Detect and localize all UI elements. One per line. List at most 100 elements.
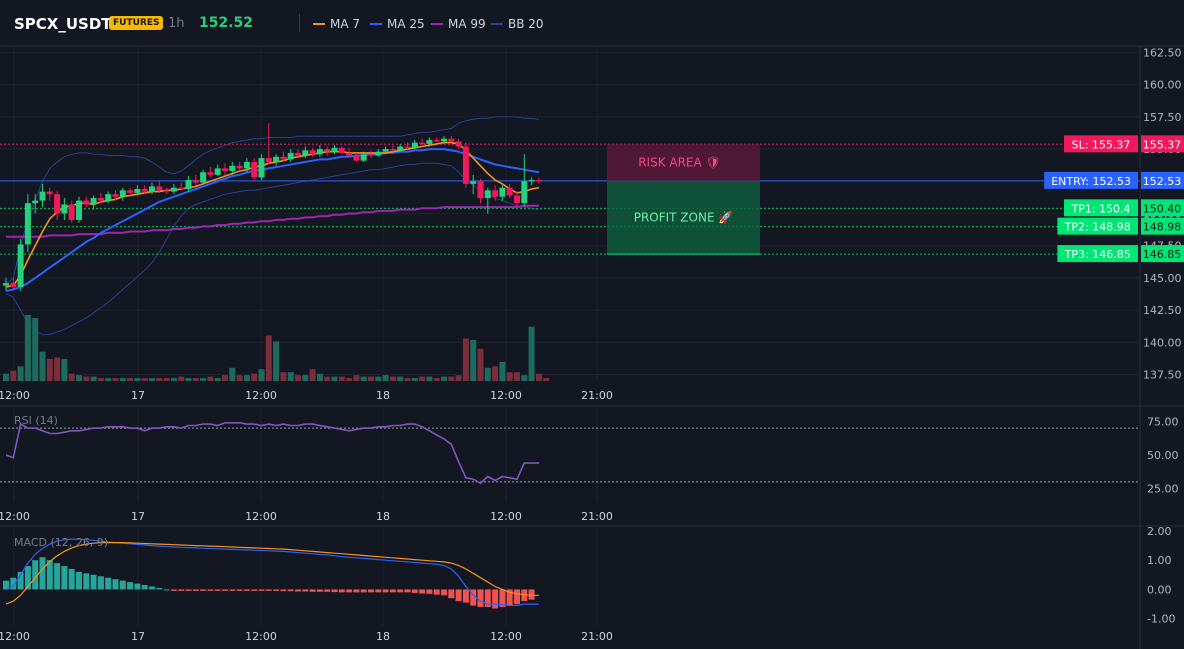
bb-upper-line [5,116,539,285]
macd-hist-bar [455,589,462,602]
volume-bar [302,375,309,381]
volume-bar [170,378,177,381]
profit-zone-box [607,180,760,255]
candle-body [222,168,228,171]
volume-bar [229,367,236,381]
volume-bar [192,378,199,381]
volume-bar [46,359,53,381]
macd-hist-bar [331,589,338,593]
macd-hist-bar [448,589,455,599]
ma25-swatch [370,23,382,25]
candle-body [112,194,119,197]
volume-bar [207,376,214,381]
x-tick-price: 12:00 [0,389,30,402]
candle-body [214,168,221,175]
volume-bar [360,376,367,381]
macd-hist-bar [200,589,207,591]
candle-body [170,187,177,192]
symbol-name[interactable]: SPCX_USDT [14,15,112,33]
macd-hist-bar [309,589,316,592]
volume-bar [499,361,506,381]
candle-body [192,180,199,183]
ma99-swatch [431,23,443,25]
volume-bar [112,378,119,381]
candle-body [397,146,404,151]
volume-bar [149,378,155,381]
volume-bar [514,372,520,381]
macd-hist-bar [419,589,426,594]
volume-bar [178,376,185,381]
legend-ma7[interactable]: MA 7 [313,17,360,31]
candle-body [17,244,24,287]
legend-ma99[interactable]: MA 99 [431,17,486,31]
candle-body [521,181,528,204]
rsi-line [5,421,539,485]
volume-bar [492,366,499,381]
volume-bar [10,370,17,381]
volume-bar [24,315,31,381]
ma25-line [5,148,540,292]
price-tick: 160.00 [1143,79,1182,92]
volume-bar [54,357,61,381]
macd-hist-bar [492,589,499,609]
tp1-label [1064,199,1138,217]
price-tick: 145.00 [1143,272,1182,285]
volume-bar [39,351,46,381]
risk-area-label: RISK AREA 🛡 [638,156,721,170]
futures-badge: FUTURES [109,16,164,30]
x-tick-macd: 21:00 [581,630,613,643]
candle-body [105,194,112,201]
candle-body [273,156,280,162]
macd-hist-bar [76,571,82,590]
volume-bar [470,339,477,381]
candle-body [338,147,345,153]
x-tick-rsi: 18 [376,510,390,523]
legend-bb20[interactable]: BB 20 [491,17,544,31]
macd-hist-bar [295,589,301,592]
candle-body [236,165,243,169]
volume-bar [17,366,24,381]
macd-hist-bar [324,589,331,592]
macd-hist-bar [316,589,323,592]
bb20-swatch [491,23,503,25]
candle-body [470,181,477,184]
tp1-label-text: TP1: 150.4 [1070,202,1130,215]
volume-bar [134,378,141,381]
volume-bar [535,373,542,381]
volume-bar [331,376,338,381]
sl-label [1064,135,1138,153]
volume-bar [295,375,301,381]
candle-body [156,186,163,191]
tp1-value [1141,199,1184,217]
ma7-line [5,141,540,288]
candle-body [163,190,170,192]
volume-bar [273,341,280,381]
legend-label: BB 20 [508,17,544,31]
macd-hist-bar [156,587,163,590]
timeframe-label[interactable]: 1h [168,16,185,31]
legend-ma25[interactable]: MA 25 [370,17,425,31]
x-tick-price: 17 [131,389,145,402]
macd-hist-bar [229,589,236,591]
tp2-label [1057,217,1138,235]
volume-bar [382,375,389,381]
price-tick: 137.50 [1143,369,1182,382]
macd-hist-bar [287,589,294,592]
sl-value [1141,135,1184,153]
macd-hist-bar [68,568,75,590]
candle-body [61,204,68,214]
candle-body [419,142,426,144]
macd-hist-bar [141,585,148,590]
macd-hist-bar [346,589,353,593]
volume-bar [236,375,243,381]
volume-bar [287,372,294,381]
x-tick-rsi: 17 [131,510,145,523]
volume-bar [455,375,462,381]
macd-hist-bar [433,589,440,595]
x-tick-rsi: 21:00 [581,510,613,523]
candle-body [368,154,374,156]
macd-hist-bar [382,589,389,593]
candle-body [178,187,185,190]
x-tick-price: 12:00 [245,389,277,402]
